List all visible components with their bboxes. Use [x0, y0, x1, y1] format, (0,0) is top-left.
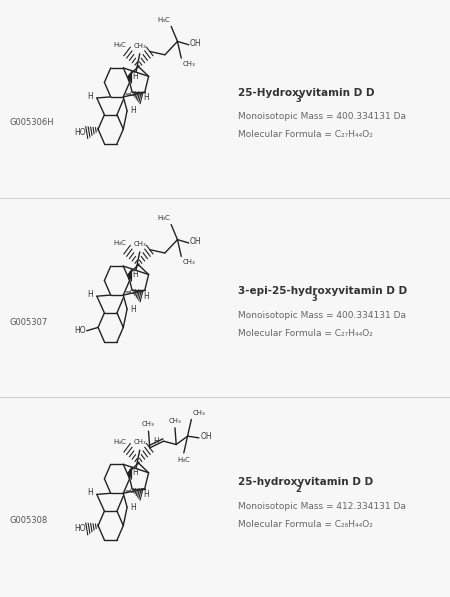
Text: H: H — [144, 291, 149, 300]
Text: H₃C: H₃C — [177, 457, 190, 463]
Text: H: H — [153, 437, 159, 446]
Text: 3: 3 — [296, 95, 302, 104]
Text: H: H — [132, 468, 138, 477]
Text: 25-hydroxyvitamin D D: 25-hydroxyvitamin D D — [238, 478, 374, 487]
Text: =CH₂: =CH₂ — [125, 91, 143, 97]
Text: CH₃: CH₃ — [183, 259, 195, 265]
Text: HO: HO — [74, 524, 86, 534]
Text: CH₃: CH₃ — [183, 61, 195, 67]
Text: H: H — [132, 72, 138, 81]
Text: 3-epi-25-hydroxyvitamin D D: 3-epi-25-hydroxyvitamin D D — [238, 287, 408, 296]
Text: H₃C: H₃C — [113, 241, 126, 247]
Text: CH₃: CH₃ — [193, 410, 205, 416]
Text: H: H — [87, 290, 93, 299]
Text: Molecular Formula = C₂₈H₄₄O₂: Molecular Formula = C₂₈H₄₄O₂ — [238, 519, 374, 529]
Text: CH₃: CH₃ — [169, 418, 181, 424]
Text: H: H — [144, 490, 149, 498]
Text: Monoisotopic Mass = 400.334131 Da: Monoisotopic Mass = 400.334131 Da — [238, 310, 406, 320]
Text: H: H — [130, 503, 136, 512]
Text: Monoisotopic Mass = 400.334131 Da: Monoisotopic Mass = 400.334131 Da — [238, 112, 406, 121]
Text: H: H — [144, 93, 149, 102]
Text: G005306H: G005306H — [9, 118, 54, 127]
Text: 3: 3 — [311, 294, 317, 303]
Text: OH: OH — [190, 237, 202, 246]
Text: =CH₂: =CH₂ — [125, 488, 143, 494]
Text: HO: HO — [74, 326, 86, 336]
Text: CH₃: CH₃ — [133, 439, 146, 445]
Text: G005307: G005307 — [9, 318, 47, 327]
Text: Molecular Formula = C₂₇H₄₄O₂: Molecular Formula = C₂₇H₄₄O₂ — [238, 328, 374, 338]
Text: H₃C: H₃C — [113, 439, 126, 445]
Text: H: H — [87, 488, 93, 497]
Text: OH: OH — [190, 39, 202, 48]
Text: HO: HO — [74, 128, 86, 137]
Text: CH₃: CH₃ — [142, 421, 155, 427]
Text: 25-Hydroxyvitamin D D: 25-Hydroxyvitamin D D — [238, 88, 375, 97]
Text: H: H — [132, 270, 138, 279]
Text: H₃C: H₃C — [157, 17, 170, 23]
Text: OH: OH — [200, 432, 212, 441]
Text: H₃C: H₃C — [157, 216, 170, 221]
Text: Monoisotopic Mass = 412.334131 Da: Monoisotopic Mass = 412.334131 Da — [238, 501, 406, 511]
Text: H: H — [87, 92, 93, 101]
Text: =CH₂: =CH₂ — [125, 290, 143, 296]
Text: CH₃: CH₃ — [133, 43, 146, 49]
Text: G005308: G005308 — [9, 516, 47, 525]
Text: H: H — [130, 106, 136, 115]
Text: Molecular Formula = C₂₇H₄₄O₂: Molecular Formula = C₂₇H₄₄O₂ — [238, 130, 374, 139]
Text: H: H — [130, 304, 136, 313]
Text: 2: 2 — [296, 485, 302, 494]
Text: CH₃: CH₃ — [133, 241, 146, 247]
Text: H₃C: H₃C — [113, 42, 126, 48]
